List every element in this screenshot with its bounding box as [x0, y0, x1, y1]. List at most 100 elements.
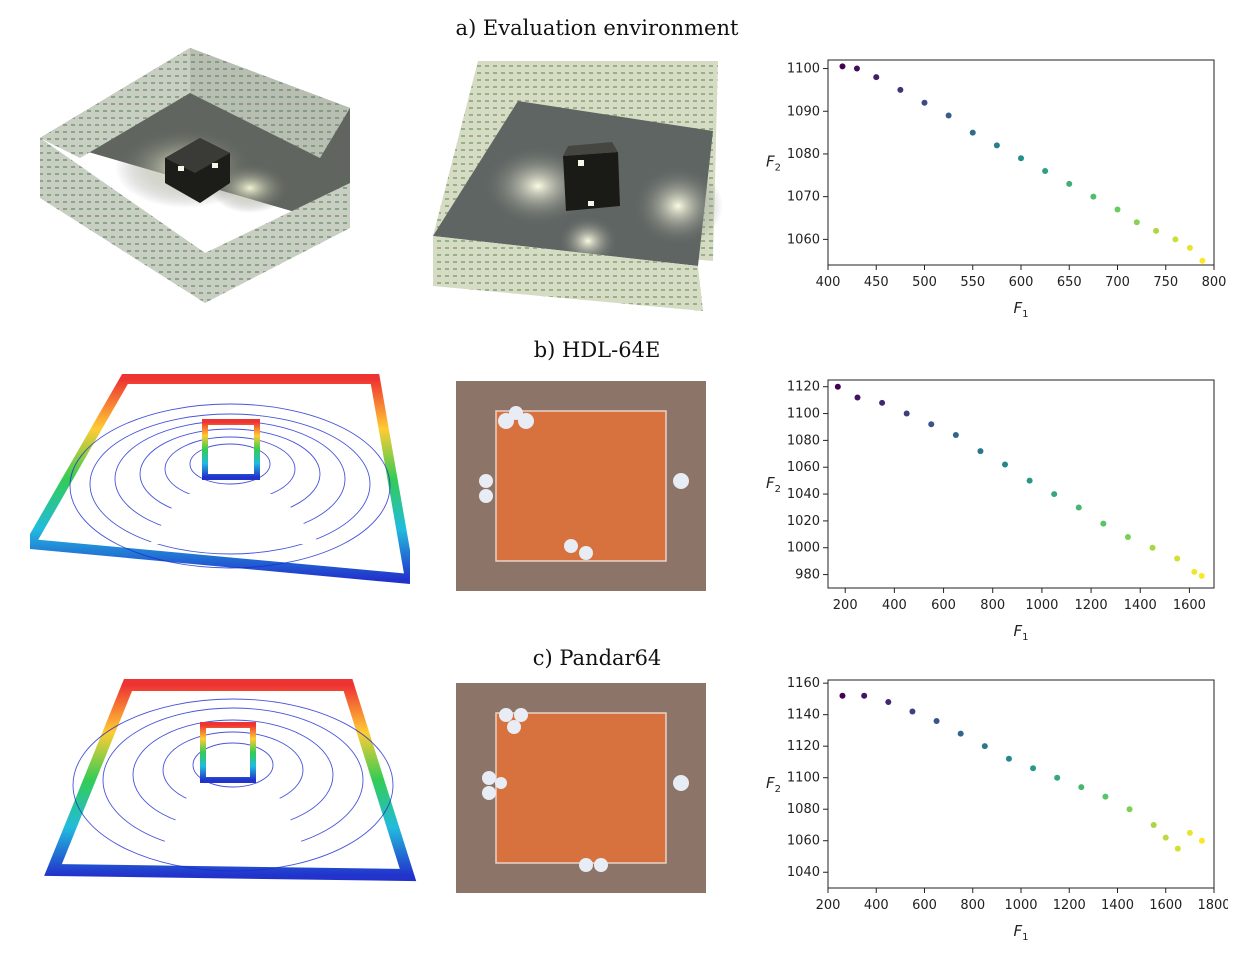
- x-tick-label: 550: [960, 275, 985, 290]
- y-tick-label: 1080: [787, 433, 820, 448]
- env-render-perspective: [30, 38, 390, 313]
- data-point: [1078, 784, 1085, 791]
- section-title-b: b) HDL-64E: [533, 338, 661, 362]
- data-point: [1124, 534, 1131, 541]
- x-tick-label: 600: [1009, 275, 1034, 290]
- data-point: [1018, 155, 1024, 162]
- x-tick-label: 1600: [1173, 598, 1206, 613]
- data-point: [1198, 572, 1205, 579]
- scatter-hdl64e-svg: 200 400 600 800 1000 1200 1400 1600 980 1000 1020 1…: [766, 379, 1215, 643]
- y-tick-label: 1120: [787, 380, 820, 395]
- data-point: [853, 65, 860, 72]
- data-point: [945, 112, 952, 119]
- env-render-top: [428, 56, 728, 316]
- y-tick-label: 1160: [787, 676, 820, 691]
- x-tick-label: 450: [864, 275, 889, 290]
- section-title-c: c) Pandar64: [532, 646, 662, 670]
- data-point: [1174, 845, 1181, 852]
- x-tick-label: 800: [960, 898, 985, 913]
- render-pandar64-topdown: [456, 683, 706, 893]
- x-tick-label: 1800: [1197, 898, 1228, 913]
- render-hdl64e-topdown: [456, 381, 706, 591]
- data-point: [1066, 180, 1073, 187]
- data-point: [1005, 755, 1012, 762]
- data-point: [897, 86, 904, 93]
- plot-frame: [827, 379, 1215, 589]
- data-point: [952, 432, 959, 439]
- y-axis-label: F2: [766, 774, 781, 795]
- data-point: [854, 394, 861, 401]
- x-tick-label: 500: [912, 275, 937, 290]
- x-tick-label: 1200: [1053, 898, 1086, 913]
- data-point: [885, 699, 892, 706]
- x-tick-label: 650: [1057, 275, 1082, 290]
- data-point: [1186, 244, 1193, 251]
- x-axis-label: F1: [1013, 299, 1028, 317]
- data-point: [981, 743, 988, 750]
- data-point: [1199, 257, 1206, 264]
- data-point: [1198, 837, 1205, 844]
- lidar-scan-pandar64: [8, 665, 438, 905]
- x-tick-label: 600: [912, 898, 937, 913]
- x-tick-label: 750: [1153, 275, 1178, 290]
- y-tick-label: 1080: [787, 147, 820, 162]
- data-point: [1162, 834, 1169, 841]
- x-tick-label: 600: [931, 598, 956, 613]
- data-point: [1026, 477, 1033, 484]
- x-tick-label: 400: [864, 898, 889, 913]
- data-point: [1051, 491, 1058, 498]
- y-tick-label: 1070: [787, 190, 820, 205]
- section-title-a: a) Evaluation environment: [455, 16, 739, 40]
- y-tick-label: 1020: [787, 514, 820, 529]
- scatter-evaluation-svg: 400 450 500 550 600 650 700 750 800 1060 1070 1080 1…: [766, 59, 1227, 320]
- data-point: [1114, 206, 1121, 213]
- data-point: [1174, 555, 1181, 562]
- data-point: [921, 99, 928, 106]
- data-point: [977, 448, 984, 455]
- x-axis-label: F1: [1013, 922, 1028, 943]
- x-tick-label: 800: [980, 598, 1005, 613]
- data-point: [909, 708, 916, 715]
- y-tick-label: 1100: [787, 771, 820, 786]
- data-point: [1042, 168, 1049, 175]
- y-axis-label: F2: [766, 153, 781, 174]
- y-tick-label: 1060: [787, 232, 820, 247]
- scatter-pandar64: 200 400 600 800 1000 1200 1400 1600 1800 1040 1060…: [758, 672, 1231, 956]
- x-tick-label: 400: [882, 598, 907, 613]
- x-tick-label: 200: [833, 598, 858, 613]
- y-tick-label: 1100: [787, 62, 820, 77]
- y-tick-label: 1060: [787, 460, 820, 475]
- x-axis-label: F1: [1013, 622, 1028, 643]
- plot-frame: [827, 59, 1215, 266]
- y-tick-label: 1080: [787, 802, 820, 817]
- data-point: [1150, 821, 1157, 828]
- x-tick-label: 1000: [1004, 898, 1037, 913]
- x-tick-label: 800: [1202, 275, 1227, 290]
- data-point: [839, 692, 846, 699]
- y-tick-label: 1000: [787, 541, 820, 556]
- data-point: [861, 692, 868, 699]
- scatter-pandar64-svg: 200 400 600 800 1000 1200 1400 1600 1800 1040 1060…: [766, 676, 1231, 943]
- data-point: [969, 129, 976, 136]
- plot-frame: [827, 679, 1215, 889]
- data-point: [1153, 227, 1160, 234]
- x-tick-label: 700: [1105, 275, 1130, 290]
- y-tick-label: 1090: [787, 104, 820, 119]
- data-point: [993, 142, 1000, 149]
- x-tick-label: 1200: [1075, 598, 1108, 613]
- lidar-scan-hdl64e: [30, 374, 410, 599]
- x-tick-label: 1400: [1124, 598, 1157, 613]
- x-tick-label: 400: [816, 275, 841, 290]
- scatter-evaluation: 400 450 500 550 600 650 700 750 800 1060 1070 1080 1…: [758, 52, 1228, 321]
- data-point: [1186, 829, 1193, 836]
- data-point: [957, 730, 964, 737]
- data-point: [933, 717, 940, 724]
- data-point: [839, 63, 846, 70]
- x-tick-label: 1000: [1025, 598, 1058, 613]
- data-point: [1126, 806, 1133, 813]
- data-point: [1002, 461, 1009, 468]
- data-point: [1191, 568, 1198, 575]
- data-point: [1100, 520, 1107, 527]
- y-tick-label: 1140: [787, 708, 820, 723]
- data-point: [873, 74, 880, 81]
